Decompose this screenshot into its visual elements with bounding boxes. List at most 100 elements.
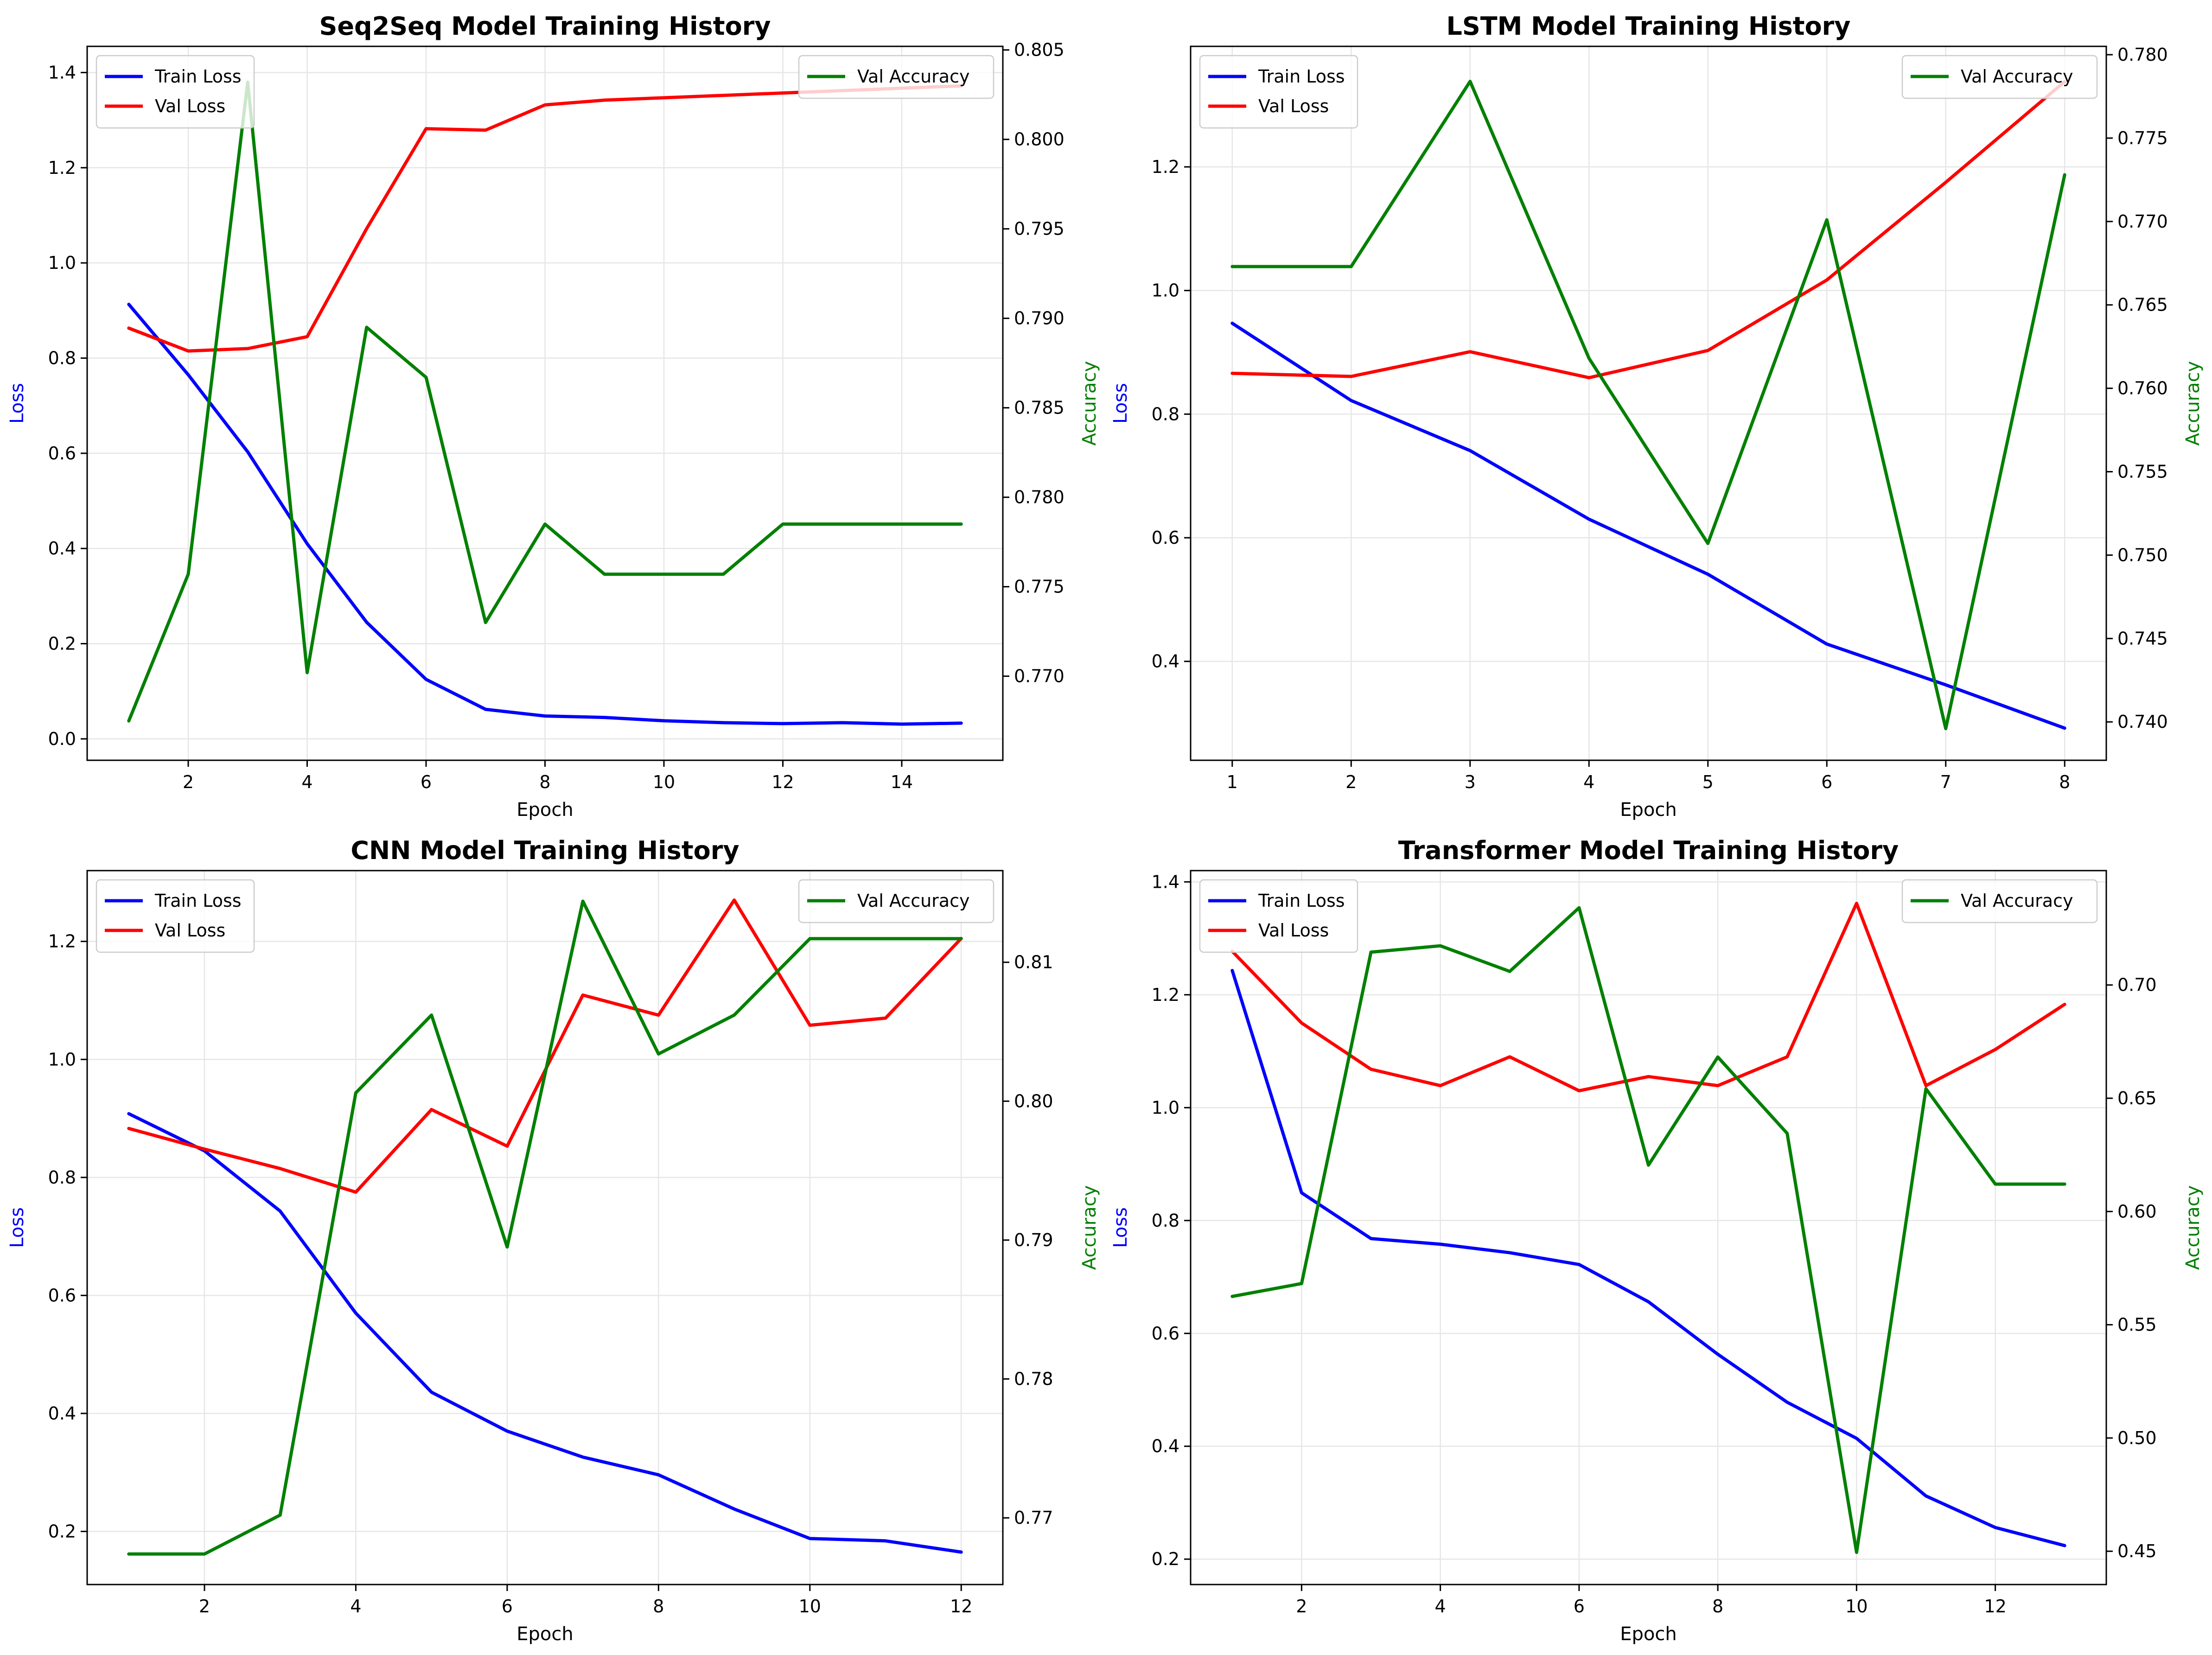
x-axis-label: Epoch [516, 799, 573, 821]
x-tick-label: 4 [350, 1596, 361, 1617]
x-tick-label: 8 [2059, 772, 2070, 792]
series-line-train-loss [1230, 969, 2066, 1547]
grid [87, 46, 1003, 760]
legend-label: Train Loss [154, 66, 242, 87]
y2-tick-label: 0.785 [1014, 398, 1065, 418]
y2-tick-label: 0.78 [1014, 1369, 1053, 1389]
y-tick-label: 1.0 [1152, 1097, 1179, 1118]
y2-tick-label: 0.60 [2117, 1201, 2157, 1222]
y2-axis-label: Accuracy [1079, 1185, 1100, 1270]
y2-tick-label: 0.50 [2117, 1428, 2157, 1448]
y2-tick-label: 0.65 [2117, 1088, 2157, 1108]
legend-frame [96, 55, 255, 129]
y-tick-label: 0.4 [48, 538, 76, 559]
chart-title: CNN Model Training History [351, 836, 739, 865]
x-tick-label: 8 [653, 1596, 664, 1617]
y2-tick-label: 0.745 [2117, 628, 2168, 649]
plot-frame [1190, 45, 2107, 761]
x-tick-label: 14 [891, 772, 913, 792]
legend-label: Val Accuracy [857, 891, 969, 911]
y2-tick-label: 0.770 [1014, 666, 1065, 687]
legend-label: Val Loss [1258, 96, 1329, 116]
legend-label: Train Loss [154, 891, 242, 911]
y-tick-label: 1.0 [48, 1049, 76, 1069]
y-axis-label: Loss [6, 1207, 28, 1248]
x-tick-label: 7 [1940, 772, 1951, 792]
legend-left: Train Loss Val Loss [96, 55, 255, 129]
series-line-val-accuracy [127, 899, 963, 1556]
legend-right: Val Accuracy [1901, 55, 2098, 99]
legend-left: Train Loss Val Loss [96, 879, 255, 953]
x-tick-label: 8 [1712, 1596, 1723, 1617]
y-tick-label: 0.0 [48, 729, 76, 749]
y2-tick-label: 0.800 [1014, 129, 1065, 150]
x-tick-label: 6 [1574, 1596, 1585, 1617]
legend-frame [1901, 879, 2098, 923]
legend-left: Train Loss Val Loss [1199, 879, 1358, 953]
y-tick-label: 1.2 [1152, 985, 1179, 1005]
series-line-val-accuracy [1230, 80, 2066, 731]
y-tick-label: 0.6 [48, 443, 76, 464]
x-tick-label: 10 [799, 1596, 821, 1617]
y-tick-label: 0.2 [48, 633, 76, 654]
y-tick-label: 0.2 [1152, 1549, 1179, 1569]
x-tick-label: 5 [1702, 772, 1714, 792]
y-axis-label: Loss [1110, 383, 1131, 424]
legend-right: Val Accuracy [798, 879, 994, 923]
y-tick-label: 0.6 [1152, 1323, 1179, 1343]
y-tick-label: 0.4 [1152, 1436, 1179, 1457]
x-tick-label: 6 [1821, 772, 1832, 792]
legend-frame [96, 879, 255, 953]
legend-frame [1901, 55, 2098, 99]
x-tick-label: 4 [301, 772, 312, 792]
y2-tick-label: 0.790 [1014, 308, 1065, 329]
y2-tick-label: 0.79 [1014, 1230, 1053, 1250]
x-axis-label: Epoch [1620, 799, 1677, 821]
chart-panel-1: 2 4 6 8 10 12 14 0.0 0.2 0.4 0.6 0.8 1.0 1.2 1.4 0.770 0… [6, 12, 1100, 821]
y-tick-label: 0.8 [1152, 404, 1179, 424]
y2-tick-label: 0.55 [2117, 1315, 2157, 1335]
legend-label: Val Accuracy [1961, 891, 2073, 911]
y2-tick-label: 0.775 [1014, 577, 1065, 597]
x-tick-label: 6 [421, 772, 432, 792]
x-tick-label: 12 [1984, 1596, 2006, 1617]
series-line-train-loss [127, 303, 963, 726]
y2-tick-label: 0.795 [1014, 219, 1065, 239]
x-tick-label: 4 [1435, 1596, 1446, 1617]
x-tick-label: 2 [183, 772, 194, 792]
legend-label: Val Accuracy [1961, 66, 2073, 87]
y-tick-label: 1.2 [48, 158, 76, 178]
y-tick-label: 1.0 [48, 253, 76, 273]
y-tick-label: 0.8 [48, 348, 76, 368]
y-tick-label: 0.4 [1152, 651, 1179, 672]
y2-tick-label: 0.740 [2117, 712, 2168, 732]
x-axis-label: Epoch [516, 1623, 573, 1645]
grid [87, 871, 1003, 1585]
y-tick-label: 0.8 [48, 1167, 76, 1188]
plot-frame [86, 870, 1004, 1585]
chart-title: Transformer Model Training History [1398, 836, 1899, 865]
x-tick-label: 2 [1345, 772, 1357, 792]
grid [1191, 871, 2106, 1585]
y-tick-label: 1.4 [48, 62, 76, 83]
x-axis-label: Epoch [1620, 1623, 1677, 1645]
y-tick-label: 1.2 [1152, 157, 1179, 177]
grid [1191, 46, 2106, 760]
y2-tick-label: 0.805 [1014, 40, 1065, 60]
legend-label: Val Loss [155, 920, 225, 941]
y2-tick-label: 0.77 [1014, 1508, 1053, 1528]
y-tick-label: 1.4 [1152, 872, 1179, 892]
legend-right: Val Accuracy [798, 55, 994, 99]
y2-tick-label: 0.45 [2117, 1541, 2157, 1561]
series-line-val-loss [1230, 902, 2066, 1093]
chart-panel-4: 2 4 6 8 10 12 0.2 0.4 0.6 0.8 1.0 1.2 1.4 0.45 0.50 0.5… [1110, 836, 2204, 1645]
legend-label: Val Accuracy [857, 66, 969, 87]
x-tick-label: 12 [771, 772, 794, 792]
y2-tick-label: 0.770 [2117, 211, 2168, 232]
x-tick-label: 10 [653, 772, 675, 792]
y2-tick-label: 0.750 [2117, 545, 2168, 565]
series-line-val-loss [1230, 80, 2066, 380]
x-tick-label: 8 [539, 772, 550, 792]
legend-frame [798, 55, 994, 99]
